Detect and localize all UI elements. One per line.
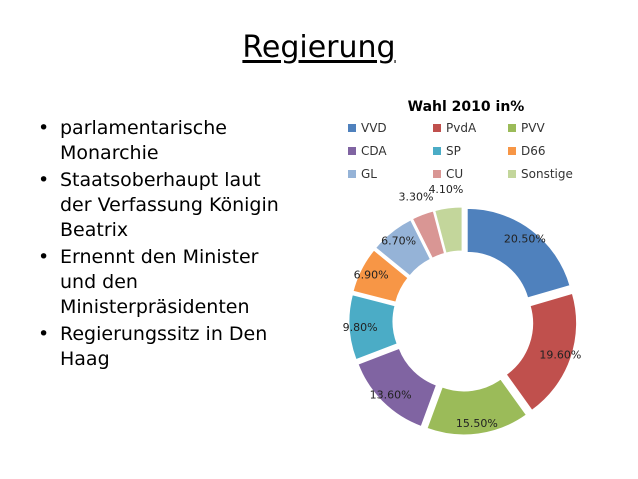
data-label-d66: 6.90% — [354, 269, 389, 282]
slice-cda — [357, 347, 438, 428]
data-label-cda: 13.60% — [370, 388, 412, 401]
slide-title: Regierung — [242, 30, 396, 65]
legend-swatch-cu — [433, 170, 441, 178]
election-doughnut-chart: Wahl 2010 in% VVD PvdA PVV CDA SP D66 GL CU Sons… — [343, 99, 582, 436]
legend-swatch-d66 — [508, 147, 516, 155]
legend-swatch-pvda — [433, 124, 441, 132]
legend-swatch-vvd — [348, 124, 356, 132]
slice-sonstige — [434, 206, 463, 254]
data-label-gl: 6.70% — [381, 235, 416, 248]
data-label-sp: 9.80% — [343, 321, 378, 334]
bullet-item: • parlamentarische Monarchie — [38, 116, 298, 166]
slice-pvv — [426, 378, 527, 436]
legend-label-sonstige: Sonstige — [521, 167, 573, 181]
legend-label-pvda: PvdA — [446, 121, 477, 135]
legend-swatch-sp — [433, 147, 441, 155]
legend-label-pvv: PVV — [521, 121, 545, 135]
slice-pvda — [505, 292, 578, 411]
slice-sp — [348, 294, 398, 361]
chart-data-labels: 20.50% 19.60% 15.50% 13.60% 9.80% 6.90% 6.70% 3… — [343, 183, 582, 430]
chart-title: Wahl 2010 in% — [408, 99, 525, 115]
legend-swatch-sonstige — [508, 170, 516, 178]
bullet-dot: • — [38, 246, 50, 268]
legend-label-gl: GL — [361, 167, 377, 181]
bullet-dot: • — [38, 117, 50, 139]
slice-cu — [411, 210, 446, 259]
bullet-dot: • — [38, 169, 50, 191]
legend-label-cda: CDA — [361, 144, 387, 158]
bullet-text: Ernennt den Minister und den Ministerprä… — [60, 246, 259, 318]
bullet-text: Regierungssitz in Den Haag — [60, 323, 268, 370]
data-label-sonstige: 4.10% — [428, 183, 463, 196]
legend-label-sp: SP — [446, 144, 461, 158]
legend-label-vvd: VVD — [361, 121, 387, 135]
data-label-cu: 3.30% — [399, 191, 434, 204]
bullet-item: • Ernennt den Minister und den Ministerpr… — [38, 245, 298, 320]
data-label-vvd: 20.50% — [504, 233, 546, 246]
legend-label-cu: CU — [446, 167, 463, 181]
legend-swatch-cda — [348, 147, 356, 155]
bullet-dot: • — [38, 323, 50, 345]
bullet-text: Staatsoberhaupt laut der Verfassung Köni… — [60, 169, 279, 241]
chart-slices — [348, 206, 578, 436]
data-label-pvv: 15.50% — [456, 417, 498, 430]
bullet-item: • Regierungssitz in Den Haag — [38, 322, 298, 372]
bullet-item: • Staatsoberhaupt laut der Verfassung Kön… — [38, 168, 298, 243]
bullet-text: parlamentarische Monarchie — [60, 117, 227, 164]
slice-vvd — [466, 207, 571, 299]
data-label-pvda: 19.60% — [539, 349, 581, 362]
slice-gl — [375, 219, 432, 277]
slice-d66 — [352, 249, 409, 303]
legend-label-d66: D66 — [521, 144, 546, 158]
legend-swatch-gl — [348, 170, 356, 178]
chart-legend: VVD PvdA PVV CDA SP D66 GL CU Sonstige — [348, 121, 573, 181]
bullet-list: • parlamentarische Monarchie • Staatsoberh… — [38, 116, 298, 374]
legend-swatch-pvv — [508, 124, 516, 132]
